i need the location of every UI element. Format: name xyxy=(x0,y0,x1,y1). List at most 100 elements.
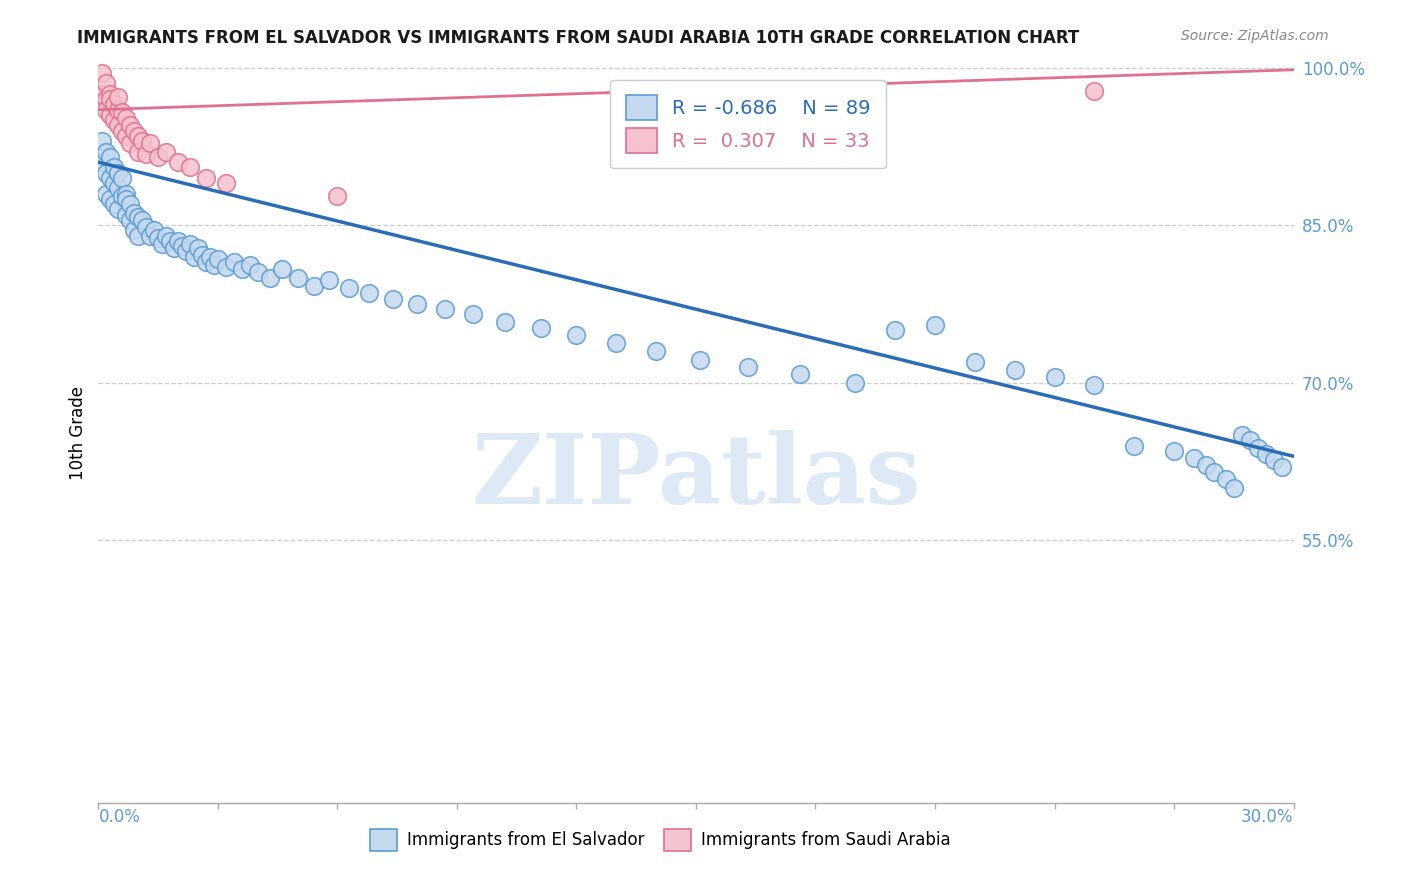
Point xyxy=(215,176,238,190)
Point xyxy=(91,134,114,148)
Point xyxy=(103,97,125,112)
Point xyxy=(1123,439,1146,453)
Point xyxy=(434,302,457,317)
Point xyxy=(202,258,225,272)
Point xyxy=(1163,444,1185,458)
Point xyxy=(187,241,209,255)
Point xyxy=(135,146,157,161)
Point xyxy=(98,87,122,101)
Point xyxy=(91,66,114,80)
Point xyxy=(1083,84,1105,98)
Point xyxy=(191,247,214,261)
Point xyxy=(1254,447,1277,461)
Point xyxy=(135,220,157,235)
Point xyxy=(96,166,118,180)
Point xyxy=(124,205,146,219)
Point xyxy=(115,208,138,222)
Point xyxy=(91,155,114,169)
Point xyxy=(884,323,907,337)
Point xyxy=(143,223,166,237)
Point xyxy=(127,128,149,143)
Point xyxy=(127,228,149,243)
Point xyxy=(96,145,118,159)
Point xyxy=(530,321,553,335)
Point xyxy=(1223,481,1246,495)
Point xyxy=(159,234,181,248)
Point xyxy=(131,213,153,227)
Point xyxy=(1202,465,1225,479)
Point xyxy=(111,171,134,186)
Point xyxy=(163,241,186,255)
Point xyxy=(103,161,125,175)
Point xyxy=(359,286,381,301)
Point xyxy=(222,255,245,269)
Point xyxy=(1215,472,1237,486)
Point xyxy=(139,136,162,151)
Point xyxy=(115,111,138,125)
Point xyxy=(91,87,114,101)
Point xyxy=(645,344,668,359)
Text: ZIPatlas: ZIPatlas xyxy=(471,430,921,524)
Point xyxy=(1247,441,1270,455)
Point xyxy=(115,192,138,206)
Text: 30.0%: 30.0% xyxy=(1241,808,1294,826)
Point xyxy=(98,108,122,122)
Point xyxy=(287,270,309,285)
Point xyxy=(215,260,238,275)
Point xyxy=(167,155,190,169)
Point xyxy=(96,77,118,91)
Point xyxy=(167,234,190,248)
Point xyxy=(198,250,221,264)
Point xyxy=(148,150,170,164)
Point xyxy=(1043,370,1066,384)
Point xyxy=(107,90,129,104)
Point xyxy=(150,237,173,252)
Point xyxy=(120,197,142,211)
Legend: Immigrants from El Salvador, Immigrants from Saudi Arabia: Immigrants from El Salvador, Immigrants … xyxy=(363,822,957,857)
Point xyxy=(115,186,138,201)
Point xyxy=(195,171,218,186)
Point xyxy=(96,103,118,117)
Point xyxy=(1182,451,1205,466)
Point xyxy=(111,104,134,119)
Text: 0.0%: 0.0% xyxy=(98,808,141,826)
Text: IMMIGRANTS FROM EL SALVADOR VS IMMIGRANTS FROM SAUDI ARABIA 10TH GRADE CORRELATI: IMMIGRANTS FROM EL SALVADOR VS IMMIGRANT… xyxy=(77,29,1080,46)
Point xyxy=(96,92,118,106)
Point xyxy=(1195,458,1218,472)
Point xyxy=(1239,434,1261,448)
Point xyxy=(239,258,262,272)
Point xyxy=(107,202,129,217)
Point xyxy=(382,292,405,306)
Point xyxy=(139,228,162,243)
Point xyxy=(98,150,122,164)
Point xyxy=(127,210,149,224)
Point xyxy=(605,335,627,350)
Point xyxy=(326,189,349,203)
Point xyxy=(1230,428,1253,442)
Point xyxy=(844,376,866,390)
Point xyxy=(148,231,170,245)
Point xyxy=(406,297,429,311)
Point xyxy=(172,239,194,253)
Point xyxy=(207,252,229,266)
Point xyxy=(120,136,142,151)
Point xyxy=(98,92,122,106)
Point xyxy=(96,186,118,201)
Point xyxy=(103,113,125,128)
Point xyxy=(120,119,142,133)
Point xyxy=(155,145,177,159)
Point xyxy=(107,103,129,117)
Point xyxy=(339,281,361,295)
Point xyxy=(231,262,253,277)
Point xyxy=(179,161,201,175)
Point xyxy=(127,145,149,159)
Point xyxy=(124,124,146,138)
Point xyxy=(1271,459,1294,474)
Point xyxy=(183,250,205,264)
Point xyxy=(111,124,134,138)
Point xyxy=(270,262,292,277)
Point xyxy=(98,171,122,186)
Point xyxy=(98,192,122,206)
Point xyxy=(107,166,129,180)
Point xyxy=(302,279,325,293)
